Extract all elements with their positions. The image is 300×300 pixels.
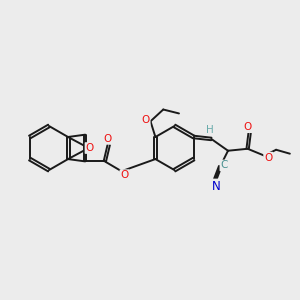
Text: N: N [212, 180, 220, 193]
Text: O: O [85, 143, 94, 153]
Text: H: H [206, 125, 214, 135]
Text: O: O [244, 122, 252, 132]
Text: C: C [220, 160, 228, 170]
Text: O: O [264, 153, 272, 163]
Text: O: O [142, 115, 150, 125]
Text: O: O [104, 134, 112, 144]
Text: O: O [120, 170, 129, 180]
